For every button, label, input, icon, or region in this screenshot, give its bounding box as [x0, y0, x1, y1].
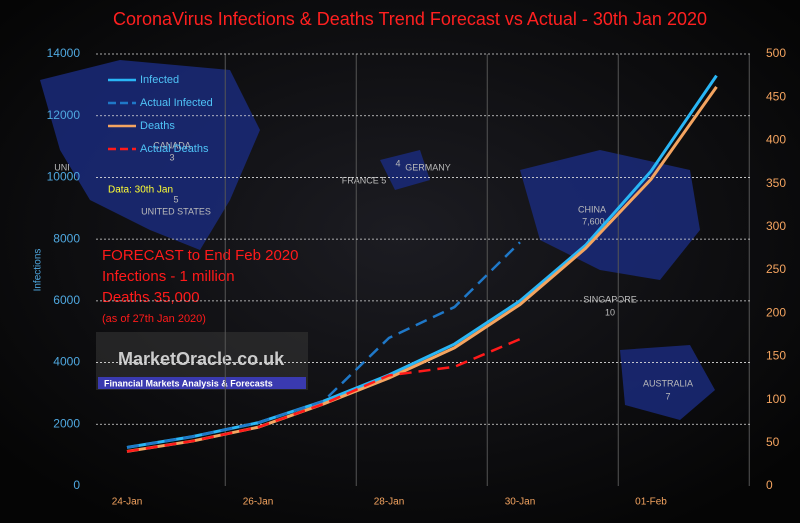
- y2-tick-label: 50: [766, 435, 780, 449]
- y2-tick-label: 150: [766, 349, 786, 363]
- x-tick-label: 01-Feb: [635, 497, 667, 508]
- map-label: SINGAPORE: [583, 294, 637, 304]
- y-tick-label: 6000: [53, 293, 80, 307]
- chart-title: CoronaVirus Infections & Deaths Trend Fo…: [113, 9, 707, 29]
- map-label: AUSTRALIA: [643, 378, 693, 388]
- annotation: Deaths 35,000: [102, 289, 200, 306]
- watermark: MarketOracle.co.uk: [118, 349, 285, 369]
- map: [40, 60, 715, 420]
- map-label: 7: [665, 391, 670, 401]
- map-label: 4: [395, 158, 400, 168]
- y-tick-label: 8000: [53, 231, 80, 245]
- y-tick-label: 2000: [53, 416, 80, 430]
- map-label: UNITED STATES: [141, 206, 211, 216]
- y-tick-label: 12000: [47, 108, 81, 122]
- y2-tick-label: 500: [766, 46, 786, 60]
- legend-label: Deaths: [140, 120, 175, 132]
- map-label: 5: [173, 194, 178, 204]
- map-label: 7,600+: [582, 216, 610, 226]
- y2-tick-label: 200: [766, 305, 786, 319]
- y-tick-label: 14000: [47, 46, 81, 60]
- annotation: (as of 27th Jan 2020): [102, 313, 206, 325]
- series-line: [126, 337, 521, 453]
- y-tick-label: 0: [73, 478, 80, 492]
- map-label: FRANCE 5: [342, 175, 387, 185]
- watermark-band: [98, 377, 306, 389]
- watermark: Financial Markets Analysis & Forecasts: [104, 378, 273, 388]
- annotation: Infections - 1 million: [102, 268, 235, 285]
- y2-tick-label: 250: [766, 262, 786, 276]
- annotation: FORECAST to End Feb 2020: [102, 247, 299, 264]
- legend-label: Actual Deaths: [140, 143, 209, 155]
- annotation: Data: 30th Jan: [108, 185, 173, 196]
- map-label: CHINA: [578, 204, 606, 214]
- y2-tick-label: 350: [766, 176, 786, 190]
- map-label: 10: [605, 307, 615, 317]
- map-label: 3: [169, 152, 174, 162]
- y2-tick-label: 0: [766, 478, 773, 492]
- x-tick-label: 28-Jan: [374, 497, 405, 508]
- map-label: GERMANY: [405, 162, 451, 172]
- legend-label: Infected: [140, 74, 179, 86]
- y-tick-label: 4000: [53, 355, 80, 369]
- y-axis-label: Infections: [33, 249, 44, 292]
- y2-tick-label: 100: [766, 392, 786, 406]
- legend-label: Actual Infected: [140, 97, 213, 109]
- x-tick-label: 26-Jan: [243, 497, 274, 508]
- y2-tick-label: 450: [766, 89, 786, 103]
- map-label: CANADA: [153, 140, 191, 150]
- y2-tick-label: 400: [766, 133, 786, 147]
- series-line: [126, 241, 521, 449]
- y2-tick-label: 300: [766, 219, 786, 233]
- x-tick-label: 30-Jan: [505, 497, 536, 508]
- y-tick-label: 10000: [47, 170, 81, 184]
- x-tick-label: 24-Jan: [112, 497, 143, 508]
- map-label: UNI: [54, 162, 70, 172]
